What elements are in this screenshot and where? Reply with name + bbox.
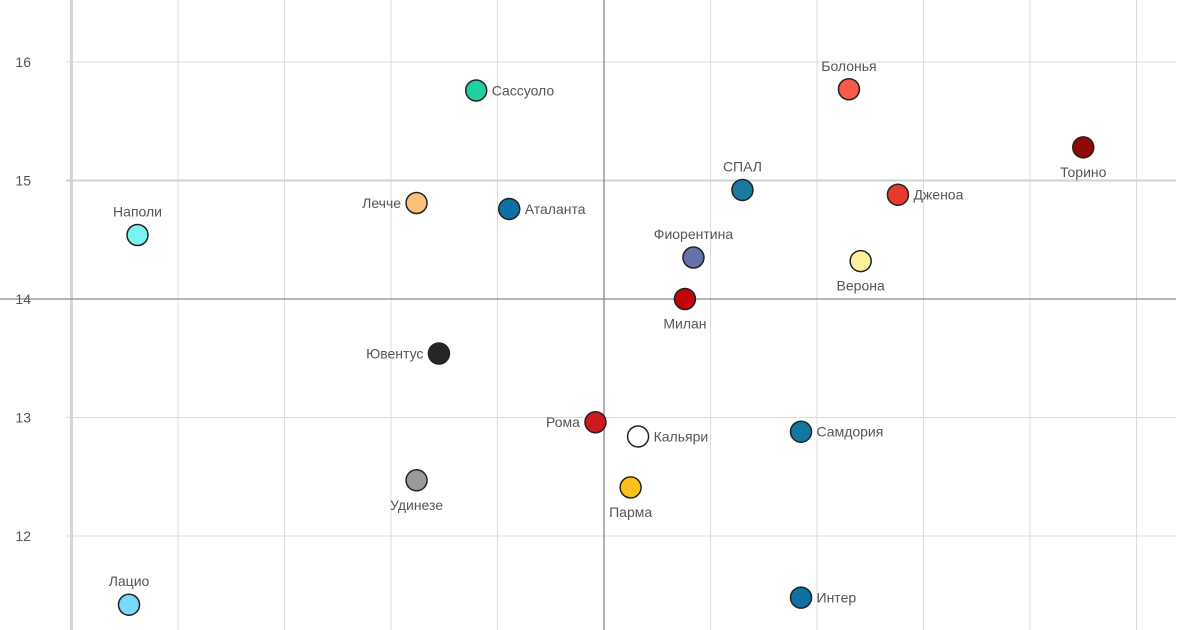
data-point bbox=[126, 223, 149, 247]
data-point bbox=[464, 79, 488, 102]
data-point bbox=[789, 420, 813, 443]
point-label: Болонья bbox=[821, 58, 876, 74]
point-label: Ювентус bbox=[366, 346, 423, 362]
data-point bbox=[405, 469, 428, 492]
point-label: Милан bbox=[663, 316, 706, 332]
data-point bbox=[427, 342, 451, 365]
data-point bbox=[117, 593, 141, 616]
y-tick-label: 13 bbox=[15, 410, 31, 426]
grid bbox=[66, 0, 1176, 630]
point-label: Аталанта bbox=[525, 201, 586, 217]
data-point bbox=[837, 78, 861, 101]
point-label: Наполи bbox=[113, 204, 162, 220]
data-point bbox=[1072, 136, 1095, 159]
point-label: Парма bbox=[609, 504, 652, 520]
data-point bbox=[682, 246, 705, 269]
point-labels: Болонья Сассуоло Торино СПАЛ Дженоа Лечче Атал… bbox=[109, 58, 1107, 606]
data-point bbox=[789, 586, 813, 609]
data-point bbox=[584, 410, 607, 434]
point-label: Удинезе bbox=[390, 497, 443, 513]
point-label: Верона bbox=[837, 278, 885, 294]
point-label: Сассуоло bbox=[492, 82, 555, 98]
y-tick-label: 14 bbox=[15, 291, 31, 307]
y-tick-label: 12 bbox=[15, 528, 31, 544]
data-point bbox=[626, 425, 650, 448]
data-point bbox=[673, 287, 697, 311]
y-tick-label: 16 bbox=[15, 54, 31, 70]
point-label: Дженоа bbox=[913, 187, 963, 203]
data-point bbox=[405, 191, 428, 215]
data-point bbox=[886, 183, 910, 206]
y-tick-label: 15 bbox=[15, 173, 31, 189]
data-point bbox=[619, 476, 642, 499]
data-point bbox=[731, 178, 754, 202]
data-point bbox=[849, 249, 872, 273]
data-point bbox=[497, 197, 521, 221]
point-label: Торино bbox=[1060, 164, 1107, 180]
data-points bbox=[117, 78, 1095, 616]
point-label: Кальяри bbox=[654, 428, 709, 444]
point-label: Лечче bbox=[362, 195, 401, 211]
point-label: Лацио bbox=[109, 573, 150, 589]
point-label: СПАЛ bbox=[723, 158, 762, 174]
point-label: Рома bbox=[546, 414, 580, 430]
point-label: Фиорентина bbox=[654, 226, 734, 242]
point-label: Интер bbox=[817, 590, 857, 606]
y-axis-ticks: 12 13 14 15 16 bbox=[15, 54, 31, 544]
point-label: Самдория bbox=[817, 424, 884, 440]
